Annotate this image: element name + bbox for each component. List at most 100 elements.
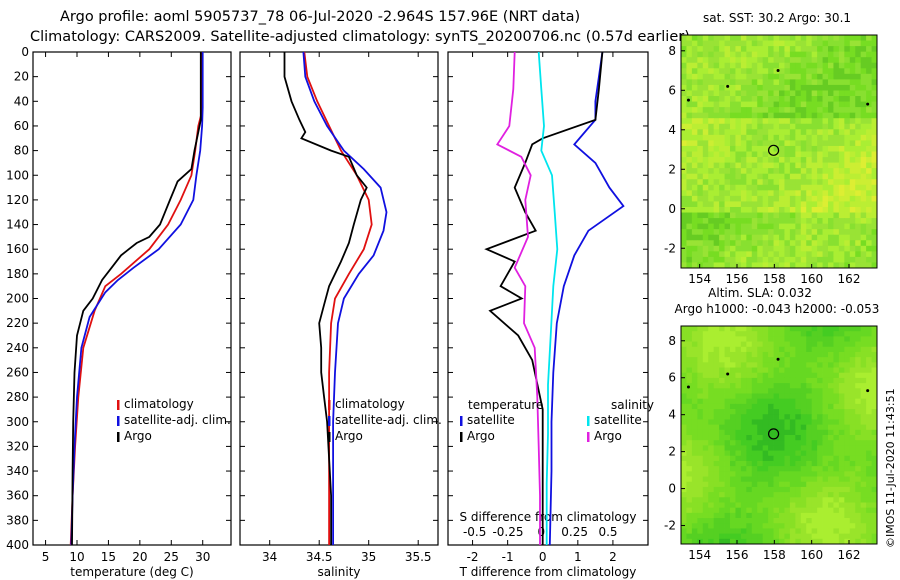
heatmap-cell <box>795 206 802 213</box>
heatmap-cell <box>773 140 780 147</box>
heatmap-cell <box>828 497 834 503</box>
heatmap-cell <box>871 123 878 130</box>
heatmap-cell <box>866 476 872 483</box>
heatmap-cell <box>702 68 709 75</box>
heatmap-cell <box>686 79 693 86</box>
heatmap-cell <box>746 326 753 332</box>
heatmap-cell <box>762 455 769 462</box>
heatmap-cell <box>866 184 872 191</box>
heatmap-cell <box>779 367 785 374</box>
heatmap-cell <box>681 440 687 446</box>
heatmap-cell <box>773 262 780 269</box>
heatmap-cell <box>751 162 758 169</box>
heatmap-cell <box>735 512 742 519</box>
heatmap-cell <box>844 512 851 519</box>
heatmap-cell <box>740 383 747 389</box>
heatmap-cell <box>746 523 753 529</box>
heatmap-cell <box>800 229 807 236</box>
heatmap-cell <box>844 173 851 180</box>
heatmap-cell <box>691 40 698 47</box>
heatmap-cell <box>855 73 862 80</box>
heatmap-cell <box>779 145 785 152</box>
heatmap-cell <box>800 84 807 91</box>
heatmap-cell <box>681 398 687 405</box>
heatmap-cell <box>751 240 758 247</box>
heatmap-cell <box>838 118 845 125</box>
heatmap-cell <box>697 129 704 136</box>
heatmap-cell <box>681 351 687 358</box>
heatmap-cell <box>779 450 785 457</box>
heatmap-cell <box>871 162 878 169</box>
heatmap-cell <box>828 256 834 263</box>
heatmap-cell <box>811 331 818 337</box>
heatmap-cell <box>817 40 823 47</box>
heatmap-cell <box>681 73 687 80</box>
heatmap-cell <box>828 351 834 358</box>
heatmap-cell <box>795 476 802 483</box>
heatmap-cell <box>838 140 845 147</box>
heatmap-cell <box>708 190 715 197</box>
heatmap-cell <box>828 471 834 477</box>
heatmap-cell <box>746 90 753 97</box>
heatmap-cell <box>800 190 807 197</box>
heatmap-cell <box>702 179 709 186</box>
heatmap-cell <box>844 502 851 509</box>
heatmap-cell <box>708 341 715 348</box>
heatmap-cell <box>822 403 829 410</box>
heatmap-cell <box>811 362 818 368</box>
heatmap-cell <box>735 145 742 152</box>
heatmap-cell <box>855 151 862 158</box>
heatmap-cell <box>789 118 796 125</box>
heatmap-cell <box>757 460 764 467</box>
heatmap-cell <box>789 240 796 247</box>
heatmap-cell <box>838 419 845 426</box>
heatmap-cell <box>871 398 878 405</box>
heatmap-cell <box>866 245 872 252</box>
heatmap-cell <box>789 393 796 400</box>
heatmap-cell <box>784 383 791 389</box>
heatmap-cell <box>686 234 693 241</box>
heatmap-cell <box>697 145 704 152</box>
heatmap-cell <box>735 223 742 230</box>
heatmap-cell <box>719 73 725 80</box>
heatmap-cell <box>691 162 698 169</box>
heatmap-cell <box>828 62 834 69</box>
heatmap-cell <box>849 362 856 368</box>
heatmap-cell <box>844 162 851 169</box>
heatmap-cell <box>768 256 774 263</box>
heatmap-cell <box>757 229 764 236</box>
heatmap-cell <box>833 195 840 202</box>
heatmap-cell <box>724 388 731 394</box>
heatmap-cell <box>724 326 731 332</box>
heatmap-cell <box>806 533 813 540</box>
heatmap-cell <box>773 134 780 141</box>
heatmap-cell <box>702 492 709 498</box>
heatmap-cell <box>768 240 774 247</box>
heatmap-cell <box>768 157 774 163</box>
heatmap-cell <box>806 346 813 353</box>
heatmap-cell <box>746 502 753 509</box>
heatmap-cell <box>730 112 736 119</box>
heatmap-cell <box>844 341 851 348</box>
heatmap-cell <box>691 518 698 524</box>
heatmap-cell <box>838 245 845 252</box>
heatmap-cell <box>795 134 802 141</box>
heatmap-cell <box>789 201 796 208</box>
heatmap-cell <box>740 240 747 247</box>
heatmap-cell <box>779 96 785 102</box>
heatmap-cell <box>860 101 867 108</box>
heatmap-cell <box>806 223 813 230</box>
heatmap-cell <box>713 206 720 213</box>
heatmap-cell <box>751 518 758 524</box>
legend-t-argo-label: Argo <box>467 429 495 443</box>
heatmap-cell <box>681 476 687 483</box>
heatmap-cell <box>735 326 742 332</box>
heatmap-cell <box>833 134 840 141</box>
heatmap-cell <box>746 140 753 147</box>
heatmap-cell <box>762 383 769 389</box>
heatmap-cell <box>849 123 856 130</box>
heatmap-cell <box>746 346 753 353</box>
heatmap-cell <box>784 223 791 230</box>
heatmap-cell <box>779 134 785 141</box>
heatmap-cell <box>768 481 774 488</box>
